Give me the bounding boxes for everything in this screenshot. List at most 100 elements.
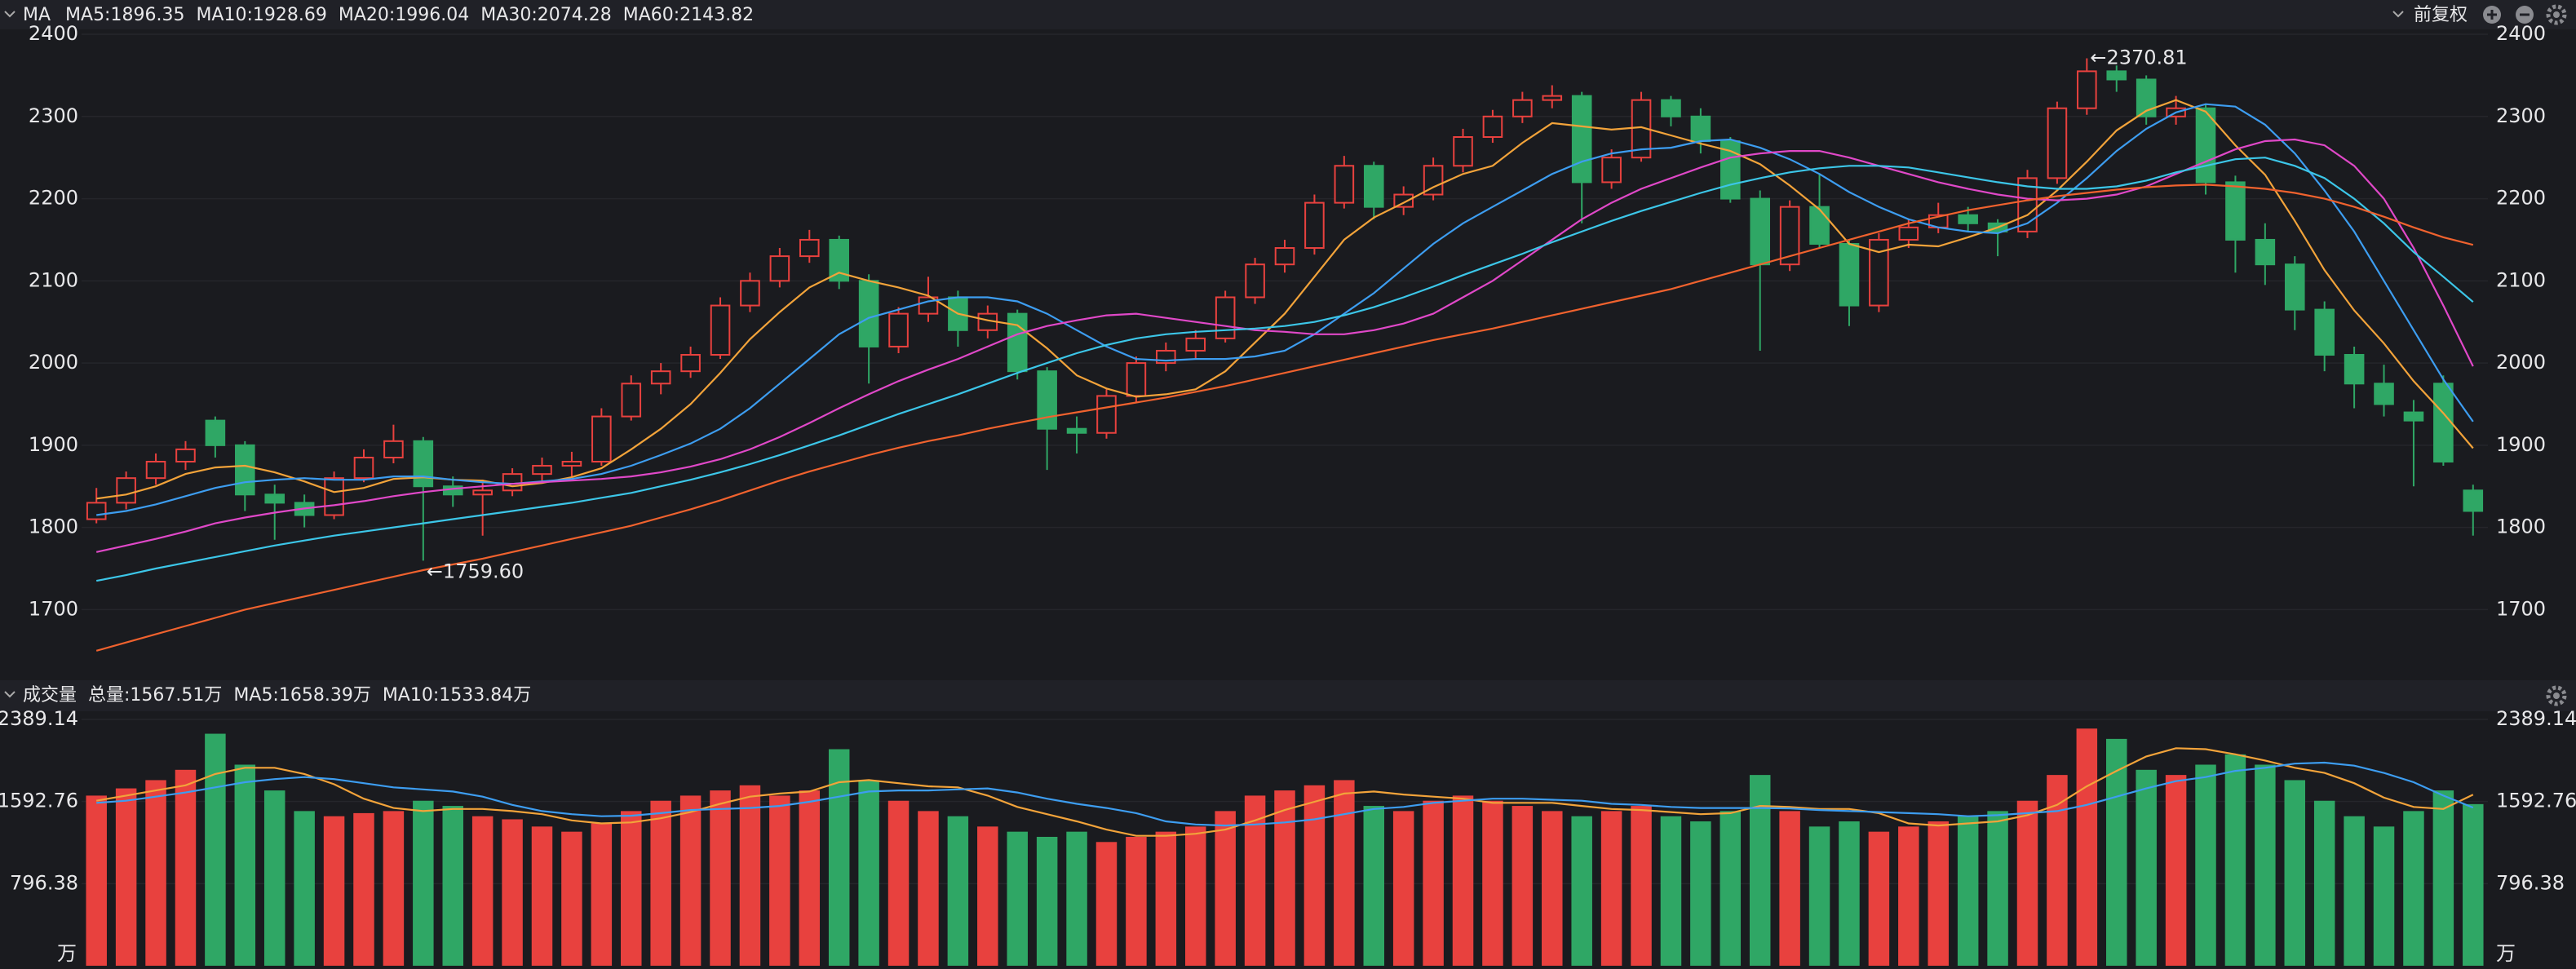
volume-bar [1363, 806, 1385, 966]
volume-bar [2047, 775, 2068, 966]
legend-label: MA60:2143.82 [623, 5, 754, 25]
settings[interactable] [2546, 4, 2567, 25]
candle-body [2403, 411, 2424, 422]
volume-bar [442, 806, 463, 966]
candle-body [650, 370, 671, 385]
volume-bar [2165, 775, 2187, 966]
unit-label: 万 [57, 942, 77, 965]
volume-bar [947, 816, 969, 966]
volume-bar [739, 785, 761, 966]
volume-bar [1600, 811, 1622, 966]
volume-bar [2076, 728, 2098, 966]
volume-bar [1571, 816, 1592, 966]
y-tick-label: 2300 [29, 104, 78, 127]
volume-bar [353, 812, 374, 966]
candle-body [1185, 337, 1206, 352]
candle-body [1601, 157, 1622, 184]
volume-bar [502, 819, 523, 966]
y-tick-label: 2300 [2496, 104, 2546, 127]
settings[interactable] [2546, 685, 2567, 706]
collapse-icon[interactable] [4, 11, 15, 18]
volume-bar [471, 816, 494, 966]
volume-bar [2403, 811, 2424, 966]
y-tick-label: 796.38 [10, 871, 78, 894]
candle-body [769, 255, 790, 282]
candle-body [2374, 383, 2394, 405]
ma-line [96, 747, 2474, 837]
volume-bar [1631, 806, 1652, 966]
candle-body [1304, 201, 1325, 250]
legend-label: MA30:2074.28 [480, 5, 611, 25]
y-tick-label: 2100 [29, 268, 78, 291]
candle-body [1482, 115, 1503, 138]
candle-body [2255, 238, 2276, 266]
candle-body [413, 440, 434, 488]
candle-body [1839, 242, 1860, 307]
candle-body [1245, 263, 1265, 299]
candle-body [1393, 193, 1414, 208]
candle-body [2225, 181, 2246, 241]
volume-bar [1690, 821, 1711, 966]
candle-body [710, 304, 731, 356]
extreme-annotation: ←2370.81 [2090, 46, 2187, 69]
candle-body [2017, 177, 2038, 232]
volume-bar [1749, 775, 1771, 966]
volume-bar [1808, 826, 1830, 966]
extreme-annotation: ←1759.60 [427, 560, 524, 582]
candle-body [2314, 308, 2335, 356]
ma-line [95, 138, 2474, 553]
volume-bar [799, 790, 821, 966]
volume-bar [1184, 826, 1206, 966]
volume-bar [561, 831, 582, 966]
y-tick-label: 1900 [2496, 433, 2546, 456]
y-tick-label: 2400 [29, 22, 78, 45]
candle-body [591, 415, 612, 463]
candle-body [235, 444, 255, 496]
adjustment-label[interactable]: 前复权 [2414, 5, 2468, 25]
candle-body [829, 238, 849, 282]
y-tick-label: 2100 [2496, 268, 2546, 291]
candle-body [1363, 165, 1384, 208]
candle-body [799, 238, 820, 258]
candle-body [1334, 165, 1355, 204]
candle-body [1690, 115, 1711, 143]
candle-body [1512, 99, 1533, 117]
candle-body [2463, 489, 2484, 512]
collapse-icon[interactable] [4, 691, 15, 698]
candle-body [2136, 78, 2157, 117]
candle-body [1453, 135, 1473, 167]
candle-body [1215, 296, 1236, 339]
legend-label: MA10:1928.69 [196, 5, 326, 25]
volume-bar [1095, 842, 1118, 966]
candle-body [1126, 362, 1147, 397]
volume-bar [1126, 836, 1147, 966]
volume-bar [591, 823, 613, 966]
candle-body [680, 354, 701, 373]
volume-bar [1987, 811, 2008, 966]
candle-body [2106, 70, 2127, 81]
candle-body [2284, 263, 2305, 311]
volume-bar [769, 795, 790, 966]
volume-bar [323, 816, 345, 966]
volume-bar [1036, 836, 1058, 966]
ma-line [95, 157, 2474, 582]
candle-body [532, 465, 552, 476]
panel-title: 成交量 [23, 685, 77, 706]
candle-body [116, 477, 136, 504]
candle-body [1661, 99, 1681, 117]
volume-bar [1720, 811, 1742, 966]
zoom-in[interactable] [2483, 6, 2501, 24]
legend-label: MA5:1896.35 [65, 5, 184, 25]
adjust-menu-icon[interactable] [2392, 11, 2404, 18]
y-tick-label: 1900 [29, 433, 78, 456]
volume-bar [2016, 800, 2038, 966]
candle-body [858, 280, 879, 347]
y-tick-label: 1800 [29, 515, 78, 538]
zoom-out[interactable] [2516, 6, 2534, 24]
candle-body [1779, 206, 1800, 266]
candle-body [1423, 165, 1444, 196]
volume-bar [1274, 790, 1295, 966]
volume-bar [1334, 780, 1355, 966]
y-tick-label: 2389.14 [2496, 707, 2576, 730]
volume-bar [1423, 800, 1444, 966]
